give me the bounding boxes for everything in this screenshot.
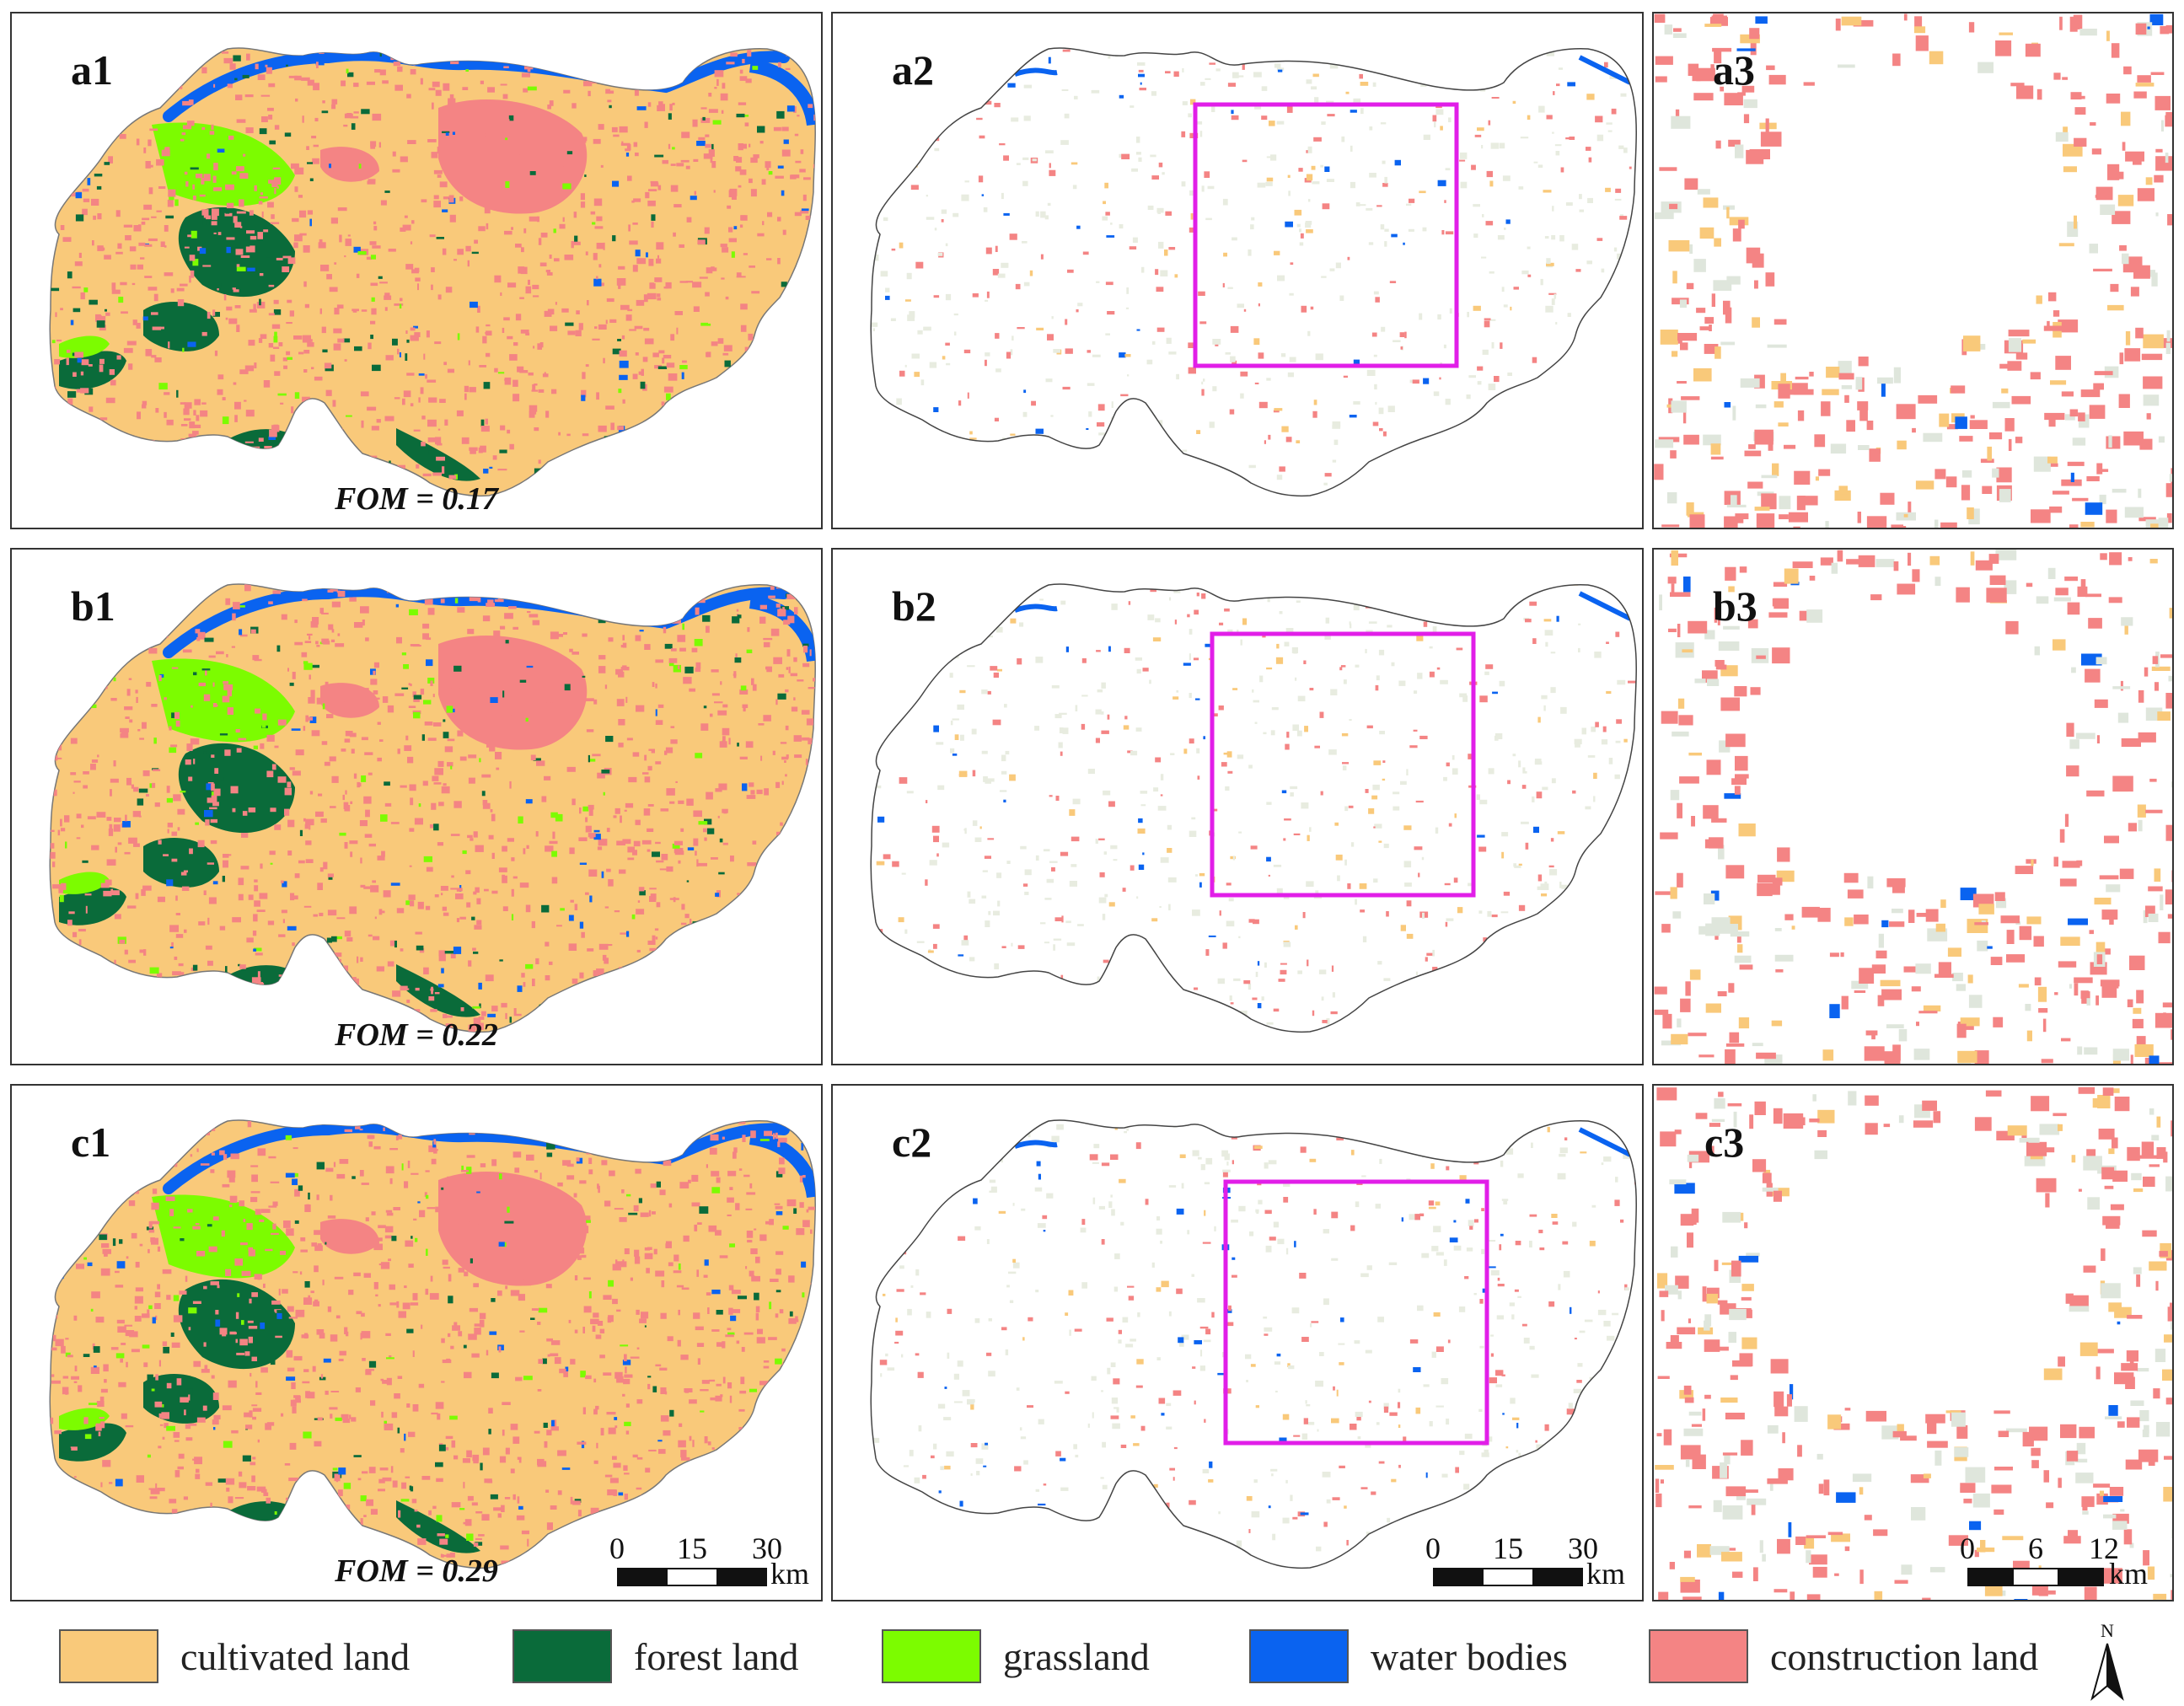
panel-label: b3 [1713,582,1757,630]
panel-b1: b1 FOM = 0.22 [10,548,823,1065]
panel-label: c1 [71,1119,111,1166]
north-label: N [2101,1620,2114,1641]
zoom-map-c3 [1655,1086,2172,1600]
zoom-map-b3 [1654,550,2172,1064]
legend-swatch [882,1629,981,1683]
scale-tick: 0 [1960,1532,1975,1565]
full-map-a1 [49,47,816,497]
panel-a2: a2 [831,12,1644,529]
scale-tick: 0 [609,1532,625,1565]
panel-label: a2 [892,46,934,94]
legend-item-forest-land: forest land [512,1627,798,1686]
panel-c3: c3 0 6 12 km [1652,1084,2174,1601]
panel-c1: c1 FOM = 0.29 0 15 30 km [10,1084,823,1601]
fom-value: FOM = 0.22 [335,1017,498,1053]
full-map-c1 [49,1119,816,1569]
panel-b2: b2 [831,548,1644,1065]
legend-label: cultivated land [180,1634,411,1678]
scale-tick: 6 [2028,1532,2043,1565]
difference-map-c2 [870,1119,1637,1569]
legend-swatch [512,1629,612,1683]
legend-label: grassland [1003,1634,1150,1678]
difference-map-a2 [870,47,1637,497]
panel-label: c3 [1704,1119,1745,1166]
scale-tick: 30 [1568,1532,1598,1565]
scale-tick: 0 [1425,1532,1441,1565]
panel-b3: b3 [1652,548,2174,1065]
panel-label: a1 [71,46,113,94]
panel-label: b1 [71,582,115,630]
scale-bar: 0 15 30 km [609,1531,809,1591]
panel-a1: a1 FOM = 0.17 [10,12,823,529]
panel-label: a3 [1713,46,1755,94]
scale-unit: km [2109,1557,2149,1591]
difference-map-b2 [870,583,1637,1033]
legend-swatch [1649,1629,1748,1683]
scale-tick: 30 [752,1532,782,1565]
legend-item-cultivated-land: cultivated land [59,1627,410,1686]
legend-label: water bodies [1371,1634,1568,1678]
legend-item-grassland: grassland [882,1627,1150,1686]
legend-swatch [59,1629,158,1683]
panel-label: c2 [892,1119,932,1166]
scale-bar: 0 15 30 km [1425,1531,1625,1591]
scale-tick: 12 [2089,1532,2119,1565]
fom-value: FOM = 0.29 [335,1553,498,1589]
north-arrow-icon: N [2090,1620,2124,1701]
scale-tick: 15 [677,1532,707,1565]
scale-tick: 15 [1493,1532,1523,1565]
legend-label: forest land [634,1634,799,1678]
panel-a3: a3 [1652,12,2174,529]
legend: cultivated land forest land grassland wa… [59,1627,2116,1686]
full-map-b1 [49,583,816,1033]
zoom-map-a3 [1654,13,2172,528]
fom-value: FOM = 0.17 [335,481,498,517]
legend-label: construction land [1770,1634,2039,1678]
scale-bar: 0 6 12 km [1960,1531,2148,1591]
panel-label: b2 [892,582,936,630]
legend-item-construction-land: construction land [1649,1627,2038,1686]
scale-unit: km [770,1557,810,1591]
legend-item-water-bodies: water bodies [1249,1627,1568,1686]
scale-unit: km [1586,1557,1626,1591]
legend-swatch [1249,1629,1349,1683]
panel-c2: c2 0 15 30 km [831,1084,1644,1601]
